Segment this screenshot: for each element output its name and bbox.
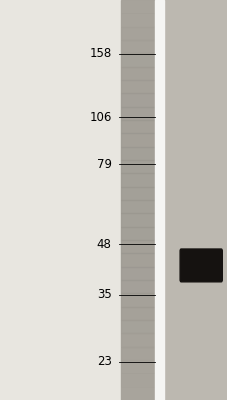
Text: 158: 158: [89, 47, 111, 60]
Bar: [120, 333, 154, 347]
Bar: [120, 307, 154, 320]
Bar: [120, 0, 154, 400]
Bar: [120, 227, 154, 240]
Text: 35: 35: [96, 288, 111, 301]
Bar: [120, 213, 154, 227]
Bar: [120, 173, 154, 187]
FancyBboxPatch shape: [179, 249, 221, 282]
Bar: [120, 160, 154, 173]
Text: 48: 48: [96, 238, 111, 250]
Bar: [120, 360, 154, 373]
Bar: [120, 293, 154, 307]
Bar: [120, 80, 154, 93]
Bar: [120, 240, 154, 253]
Bar: [120, 347, 154, 360]
Text: 23: 23: [96, 355, 111, 368]
Bar: [120, 187, 154, 200]
Bar: [120, 373, 154, 387]
Bar: [120, 280, 154, 293]
Bar: [120, 387, 154, 400]
Bar: [120, 93, 154, 107]
Bar: [120, 13, 154, 27]
Bar: [120, 147, 154, 160]
Bar: [120, 253, 154, 267]
Bar: [120, 267, 154, 280]
Bar: [120, 107, 154, 120]
Bar: [120, 40, 154, 53]
Bar: [120, 200, 154, 213]
Text: 79: 79: [96, 158, 111, 171]
Bar: [120, 27, 154, 40]
Text: 106: 106: [89, 111, 111, 124]
Bar: [163, 0, 227, 400]
Bar: [120, 0, 154, 13]
Bar: [120, 67, 154, 80]
Bar: [120, 120, 154, 133]
Bar: [120, 320, 154, 333]
Bar: [120, 53, 154, 67]
Bar: [154, 0, 163, 400]
Bar: [120, 133, 154, 147]
